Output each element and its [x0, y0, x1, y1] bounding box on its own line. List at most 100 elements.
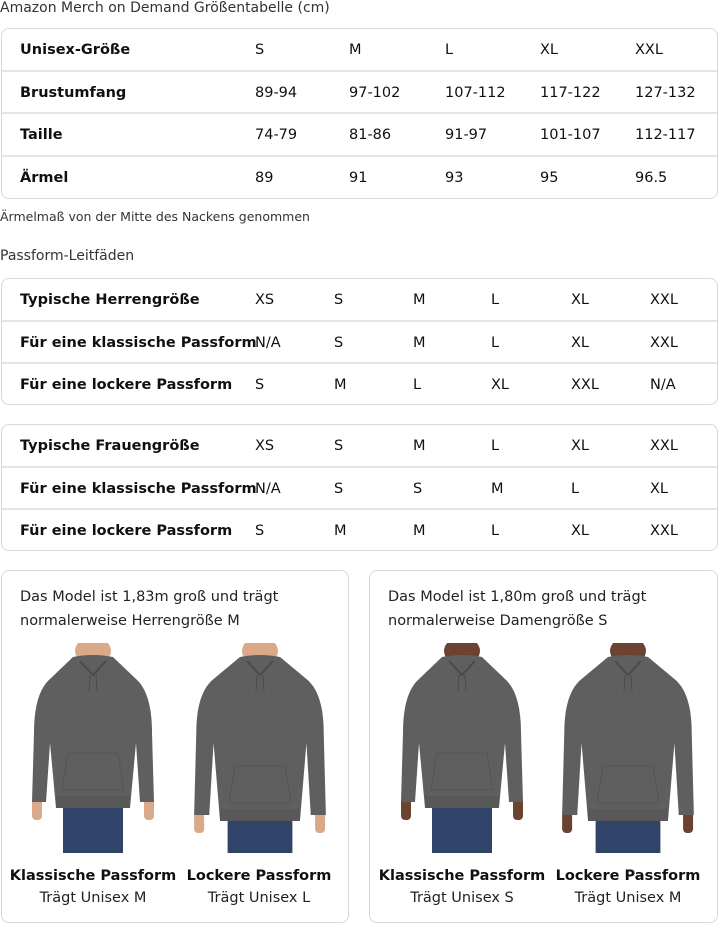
hand: [683, 811, 694, 833]
hand: [401, 798, 411, 820]
table-cell: S: [255, 42, 265, 58]
table-cell: XXL: [571, 377, 599, 393]
table-cell: XS: [255, 292, 275, 308]
table-row: Brustumfang 89-94 97-102 107-112 117-122 127-…: [2, 72, 717, 114]
table-cell: 101-107: [540, 127, 601, 143]
hand: [32, 798, 42, 820]
hand: [562, 811, 573, 833]
table-cell: S: [255, 377, 265, 393]
jeans: [63, 800, 123, 853]
table-cell: M: [413, 292, 426, 308]
sleeve-note: Ärmelmaß von der Mitte des Nackens genom…: [0, 209, 310, 224]
table-cell: 81-86: [349, 127, 392, 143]
table-cell: XXL: [650, 438, 678, 454]
fit-label: Lockere Passform: [186, 868, 332, 884]
row-label: Für eine lockere Passform: [20, 523, 233, 539]
hand: [144, 798, 154, 820]
table-cell: 95: [540, 169, 559, 186]
jeans: [432, 800, 492, 853]
table-cell: XL: [571, 438, 590, 454]
table-row: Taille 74-79 81-86 91-97 101-107 112-117: [2, 114, 717, 157]
hoodie: [401, 655, 523, 808]
wears-label: Trägt Unisex L: [207, 890, 311, 906]
table-cell: XXL: [650, 523, 678, 539]
hoodie: [194, 655, 326, 821]
table-cell: L: [571, 480, 580, 497]
table-cell: 117-122: [540, 84, 601, 101]
table-cell: L: [491, 334, 500, 351]
wears-label: Trägt Unisex M: [39, 890, 147, 906]
model-image-loose: [185, 637, 335, 853]
men-model-card: Das Model ist 1,83m groß und trägt normal…: [1, 570, 349, 923]
table-cell: 112-117: [635, 127, 696, 143]
hoodie: [562, 655, 694, 821]
row-label: Brustumfang: [20, 84, 127, 101]
table-cell: 107-112: [445, 84, 506, 101]
table-cell: M: [413, 523, 426, 539]
table-cell: L: [491, 523, 500, 539]
table-cell: XXL: [650, 292, 678, 308]
wears-label: Trägt Unisex S: [410, 890, 514, 906]
table-cell: S: [334, 438, 344, 454]
women-fit-table: Typische Frauengröße XS S M L XL XXL Für eine k…: [1, 424, 718, 551]
hand: [315, 811, 326, 833]
men-fit-table: Typische Herrengröße XS S M L XL XXL Für eine k…: [1, 278, 718, 405]
fit-label: Lockere Passform: [555, 868, 701, 884]
fit-guide-title: Passform-Leitfäden: [0, 248, 135, 264]
row-label: Für eine lockere Passform: [20, 377, 233, 393]
fit-label: Klassische Passform: [9, 868, 177, 884]
row-label: Unisex-Größe: [20, 42, 131, 58]
table-row: Für eine klassische Passform N/A S S M L XL: [2, 468, 717, 510]
table-row: Für eine lockere Passform S M L XL XXL N/A: [2, 364, 717, 404]
table-cell: L: [491, 438, 500, 454]
table-cell: M: [413, 438, 426, 454]
table-cell: 91: [349, 169, 368, 186]
table-cell: S: [413, 480, 423, 497]
model-info: normalerweise Damengröße S: [388, 613, 608, 629]
model-image-classic: [387, 637, 537, 853]
wears-label: Trägt Unisex M: [574, 890, 682, 906]
table-cell: XXL: [635, 42, 663, 58]
table-cell: N/A: [255, 480, 281, 497]
table-cell: 74-79: [255, 127, 298, 143]
table-row: Typische Herrengröße XS S M L XL XXL: [2, 279, 717, 322]
table-cell: 127-132: [635, 84, 696, 101]
row-label: Ärmel: [20, 169, 69, 186]
table-cell: S: [334, 480, 344, 497]
model-image-classic: [18, 637, 168, 853]
table-row: Für eine lockere Passform S M M L XL XXL: [2, 510, 717, 550]
table-cell: 91-97: [445, 127, 488, 143]
table-cell: XS: [255, 438, 275, 454]
table-row: Unisex-Größe S M L XL XXL: [2, 29, 717, 72]
model-info: normalerweise Herrengröße M: [20, 613, 240, 629]
table-cell: L: [413, 377, 422, 393]
table-cell: S: [334, 334, 344, 351]
page-title: Amazon Merch on Demand Größentabelle (cm…: [0, 0, 330, 16]
table-cell: L: [491, 292, 500, 308]
table-cell: M: [334, 523, 347, 539]
table-cell: XL: [571, 523, 590, 539]
table-cell: XXL: [650, 334, 678, 351]
table-cell: N/A: [255, 334, 281, 351]
model-info: Das Model ist 1,80m groß und trägt: [388, 589, 647, 605]
row-label: Taille: [20, 127, 63, 143]
table-row: Für eine klassische Passform N/A S M L XL XXL: [2, 322, 717, 364]
table-cell: XL: [540, 42, 559, 58]
table-cell: XL: [491, 377, 510, 393]
row-label: Für eine klassische Passform: [20, 334, 257, 351]
row-label: Typische Frauengröße: [20, 438, 200, 454]
table-cell: S: [334, 292, 344, 308]
table-cell: L: [445, 42, 454, 58]
table-cell: XL: [650, 480, 669, 497]
table-cell: M: [491, 480, 504, 497]
model-image-loose: [553, 637, 703, 853]
table-cell: 97-102: [349, 84, 401, 101]
table-cell: 89-94: [255, 84, 298, 101]
model-info: Das Model ist 1,83m groß und trägt: [20, 589, 279, 605]
table-cell: S: [255, 523, 265, 539]
table-cell: 96.5: [635, 169, 668, 186]
table-cell: M: [413, 334, 426, 351]
row-label: Typische Herrengröße: [20, 292, 200, 308]
hand: [194, 811, 205, 833]
hoodie: [32, 655, 154, 808]
